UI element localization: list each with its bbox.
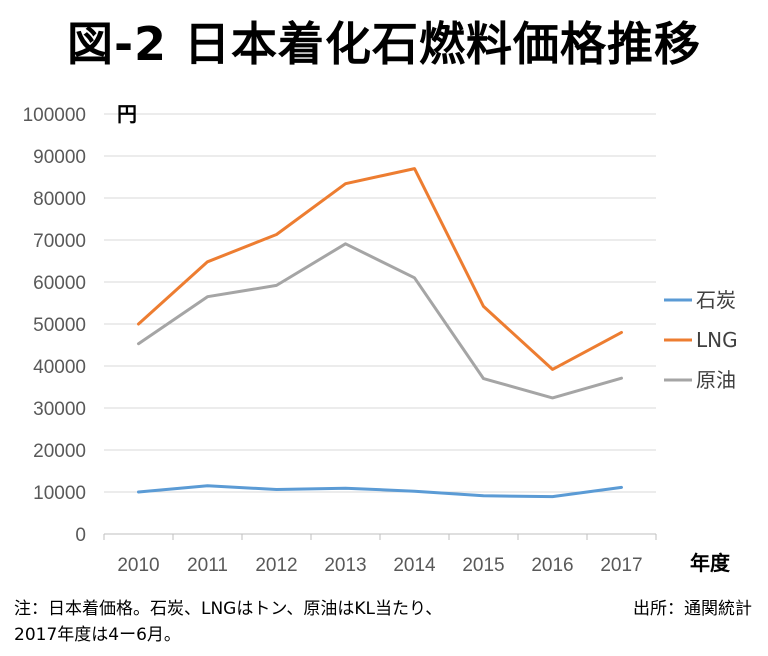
y-tick-label: 70000 [33,231,86,252]
y-axis-label: 円 [117,102,137,126]
y-tick-label: 90000 [33,147,86,168]
x-tick-label: 2016 [531,555,573,576]
series-line-0 [137,484,623,499]
series-lines [137,167,623,499]
x-tick-label: 2012 [255,555,297,576]
x-axis-ticks: 2010 2011 2012 2013 2014 2015 2016 2017 [103,534,657,576]
y-tick-label: 80000 [33,189,86,210]
y-tick-label: 100000 [23,105,86,126]
footnote-line-2: 2017年度は4ー6月。 [14,625,181,645]
grid-lines [104,113,656,535]
x-tick-label: 2015 [462,555,504,576]
series-line-1 [137,167,623,371]
x-tick-label: 2014 [393,555,436,576]
x-tick-label: 2013 [324,555,366,576]
y-tick-label: 40000 [33,357,86,378]
y-tick-label: 50000 [33,315,86,336]
chart-title: 図-2 日本着化石燃料価格推移 [66,17,702,71]
y-tick-label: 0 [75,525,86,546]
x-axis-label: 年度 [690,551,731,575]
y-axis-ticks: 0 10000 20000 30000 40000 50000 60000 70000 8000… [23,105,86,546]
footnote: 注：日本着価格。石炭、LNGはトン、原油はKL当たり、 2017年度は4ー6月。 [14,596,442,648]
legend: 石炭 LNG 原油 [664,288,738,392]
y-tick-label: 60000 [33,273,86,294]
y-tick-label: 10000 [33,483,86,504]
legend-label-1: LNG [696,328,738,352]
series-line-2 [137,242,623,400]
legend-label-2: 原油 [696,368,736,392]
x-tick-label: 2011 [187,555,228,576]
x-tick-label: 2017 [600,555,642,576]
y-tick-label: 30000 [33,399,86,420]
source-note: 出所：通関統計 [633,599,752,619]
x-tick-label: 2010 [117,555,159,576]
legend-label-0: 石炭 [696,288,736,312]
y-tick-label: 20000 [33,441,86,462]
footnote-line-1: 注：日本着価格。石炭、LNGはトン、原油はKL当たり、 [14,599,443,619]
